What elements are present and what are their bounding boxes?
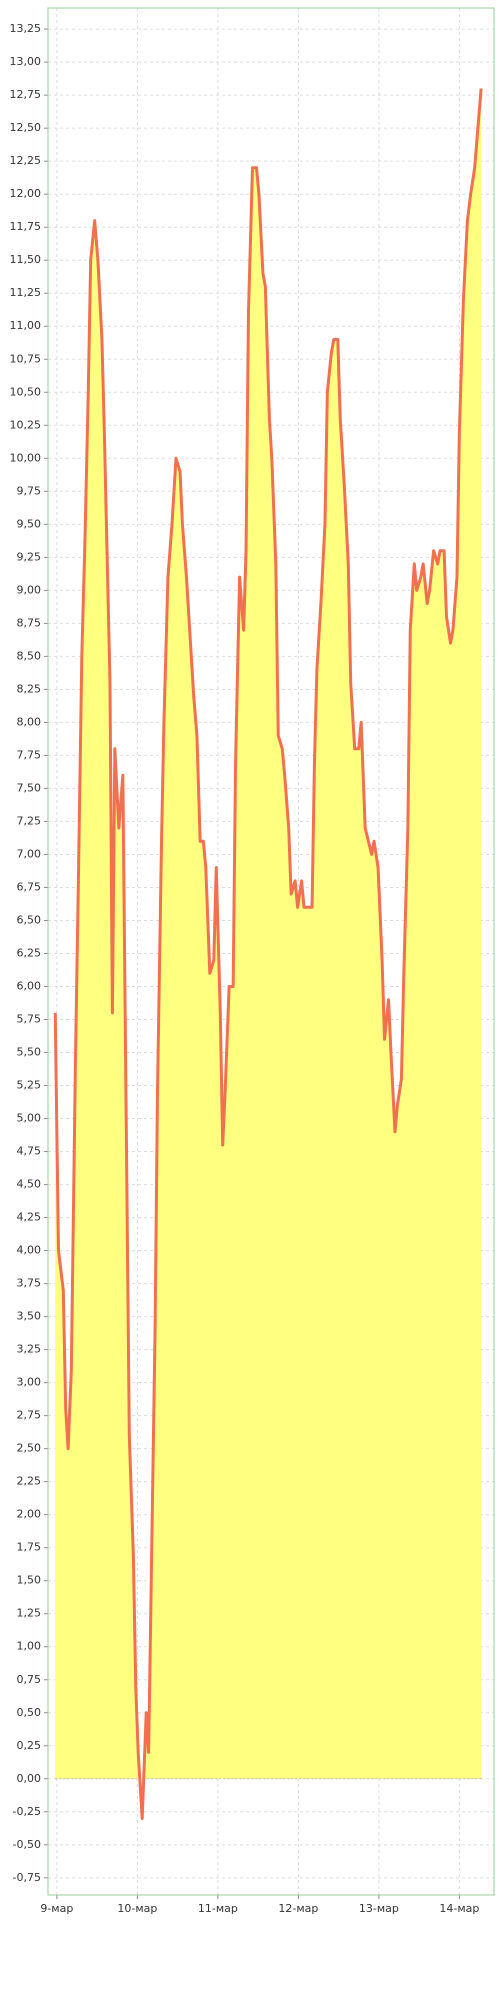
y-tick-label: 10,00 [10,451,42,464]
y-tick-label: 4,75 [17,1145,42,1158]
y-tick-label: 2,00 [17,1508,42,1521]
y-tick-label: 5,00 [17,1112,42,1125]
y-tick-label: 6,75 [17,880,42,893]
y-tick-label: 4,25 [17,1211,42,1224]
x-tick-label: 9-мар [40,1902,73,1915]
y-tick-label: 8,75 [17,616,42,629]
y-tick-label: 12,00 [10,187,42,200]
y-tick-label: 13,25 [10,22,42,35]
line [53,88,483,1820]
y-tick-label: 12,25 [10,154,42,167]
y-tick-label: 11,50 [10,253,42,266]
y-tick-label: 9,25 [17,550,42,563]
y-tick-label: 2,75 [17,1409,42,1422]
plot-border [47,7,495,1896]
y-tick-label: 10,25 [10,418,42,431]
y-tick-label: 7,75 [17,748,42,761]
y-tick-label: 2,50 [17,1442,42,1455]
y-tick-label: -0,25 [13,1805,41,1818]
y-tick-label: -0,50 [13,1838,41,1851]
y-tick-label: -0,75 [13,1871,41,1884]
y-tick-label: 7,00 [17,847,42,860]
y-tick-label: 11,00 [10,319,42,332]
y-tick-label: 8,00 [17,715,42,728]
y-tick-label: 9,00 [17,583,42,596]
y-tick-label: 3,00 [17,1376,42,1389]
y-tick-label: 4,00 [17,1244,42,1257]
x-tick-label: 10-мар [117,1902,157,1915]
y-tick-label: 11,75 [10,220,42,233]
y-tick-label: 9,50 [17,517,42,530]
y-tick-label: 1,50 [17,1574,42,1587]
y-tick-label: 0,50 [17,1706,42,1719]
y-tick-label: 2,25 [17,1475,42,1488]
y-tick-label: 8,50 [17,649,42,662]
y-tick-label: 6,25 [17,946,42,959]
y-tick-label: 1,00 [17,1640,42,1653]
x-tick-label: 12-мар [278,1902,318,1915]
y-tick-label: 3,75 [17,1277,42,1290]
y-tick-label: 13,00 [10,55,42,68]
x-tick-label: 14-мар [439,1902,479,1915]
x-tick-label: 13-мар [359,1902,399,1915]
y-tick-label: 10,50 [10,385,42,398]
y-tick-label: 3,50 [17,1310,42,1323]
y-tick-label: 5,75 [17,1013,42,1026]
y-tick-label: 12,50 [10,121,42,134]
y-tick-label: 11,25 [10,286,42,299]
y-tick-label: 7,25 [17,814,42,827]
y-tick-label: 12,75 [10,88,42,101]
y-tick-label: 1,25 [17,1607,42,1620]
y-tick-label: 5,50 [17,1046,42,1059]
y-tick-label: 4,50 [17,1178,42,1191]
y-tick-label: 8,25 [17,682,42,695]
y-tick-label: 3,25 [17,1343,42,1356]
y-tick-label: 6,50 [17,913,42,926]
y-tick-label: 10,75 [10,352,42,365]
y-tick-label: 0,75 [17,1673,42,1686]
y-tick-label: 0,00 [17,1772,42,1785]
y-tick-label: 9,75 [17,484,42,497]
y-tick-label: 6,00 [17,979,42,992]
y-tick-label: 1,75 [17,1541,42,1554]
y-tick-label: 7,50 [17,781,42,794]
y-tick-label: 5,25 [17,1079,42,1092]
x-tick-label: 11-мар [198,1902,238,1915]
area [55,88,482,1819]
y-tick-label: 0,25 [17,1739,42,1752]
